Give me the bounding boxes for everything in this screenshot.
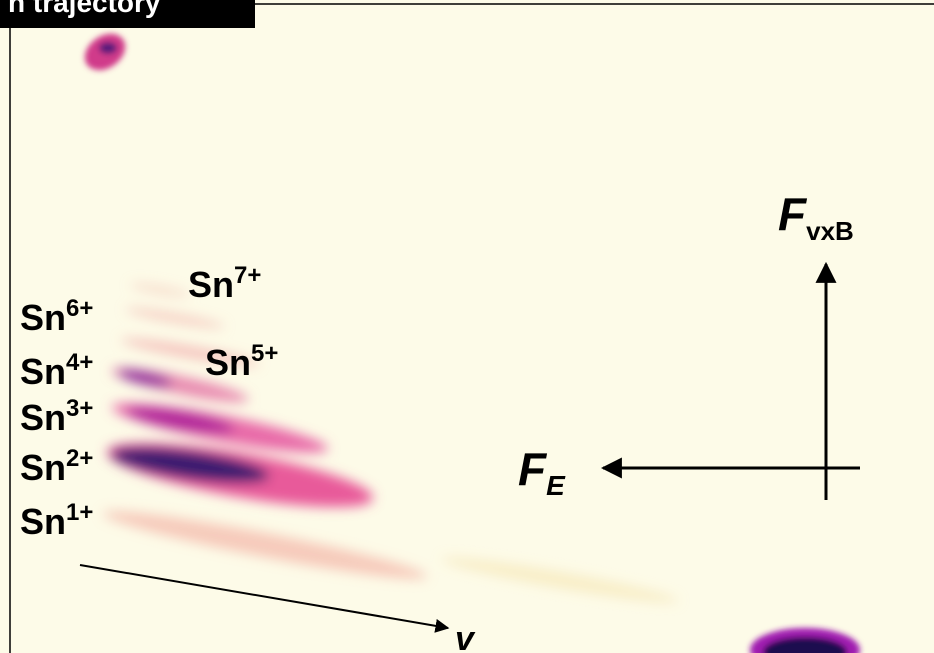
element: Sn bbox=[20, 397, 66, 438]
charge: 2+ bbox=[66, 445, 93, 472]
charge: 4+ bbox=[66, 349, 93, 376]
title: n trajectory bbox=[8, 0, 161, 18]
charge: 5+ bbox=[251, 340, 278, 367]
charge: 1+ bbox=[66, 499, 93, 526]
detector-image: n trajectory Sn1+ Sn2+ Sn3+ Sn4+ Sn5+ Sn… bbox=[0, 0, 934, 653]
element: Sn bbox=[188, 264, 234, 305]
background bbox=[0, 0, 934, 653]
element: Sn bbox=[20, 351, 66, 392]
element: Sn bbox=[20, 501, 66, 542]
charge: 6+ bbox=[66, 295, 93, 322]
charge: 3+ bbox=[66, 395, 93, 422]
element: Sn bbox=[205, 342, 251, 383]
charge: 7+ bbox=[234, 262, 261, 289]
symbol: F bbox=[778, 188, 808, 240]
symbol: F bbox=[518, 443, 548, 495]
subscript: E bbox=[546, 470, 566, 501]
velocity-label: v bbox=[455, 620, 476, 653]
element: Sn bbox=[20, 297, 66, 338]
page: n trajectory Sn1+ Sn2+ Sn3+ Sn4+ Sn5+ Sn… bbox=[0, 0, 934, 653]
subscript: vxB bbox=[806, 216, 854, 246]
element: Sn bbox=[20, 447, 66, 488]
